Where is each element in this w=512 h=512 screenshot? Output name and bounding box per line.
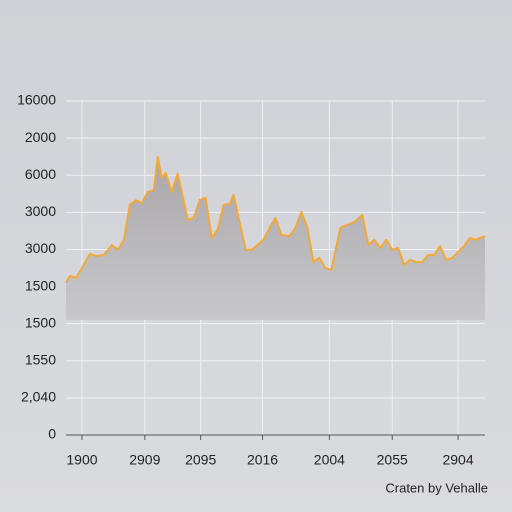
x-tick-label: 2909 [129, 452, 160, 468]
x-tick-label: 2055 [377, 452, 408, 468]
y-tick-label: 2,040 [21, 389, 56, 405]
y-tick-label: 1500 [25, 314, 56, 330]
y-tick-label: 1550 [25, 351, 56, 367]
x-tick-label: 2095 [185, 452, 216, 468]
y-tick-label: 6000 [25, 166, 56, 182]
y-tick-label: 3000 [25, 240, 56, 256]
y-tick-label: 0 [48, 426, 56, 442]
area-fill [66, 157, 485, 320]
y-tick-label: 16000 [17, 92, 56, 108]
x-tick-label: 2016 [247, 452, 278, 468]
y-tick-label: 1500 [25, 277, 56, 293]
x-tick-label: 2004 [314, 452, 345, 468]
x-tick-label: 1900 [66, 452, 97, 468]
line [65, 156, 486, 284]
x-tick-label: 2904 [442, 452, 473, 468]
y-tick-label: 3000 [25, 203, 56, 219]
caption: Craten by Vehalle [385, 480, 488, 495]
y-tick-label: 2000 [25, 129, 56, 145]
